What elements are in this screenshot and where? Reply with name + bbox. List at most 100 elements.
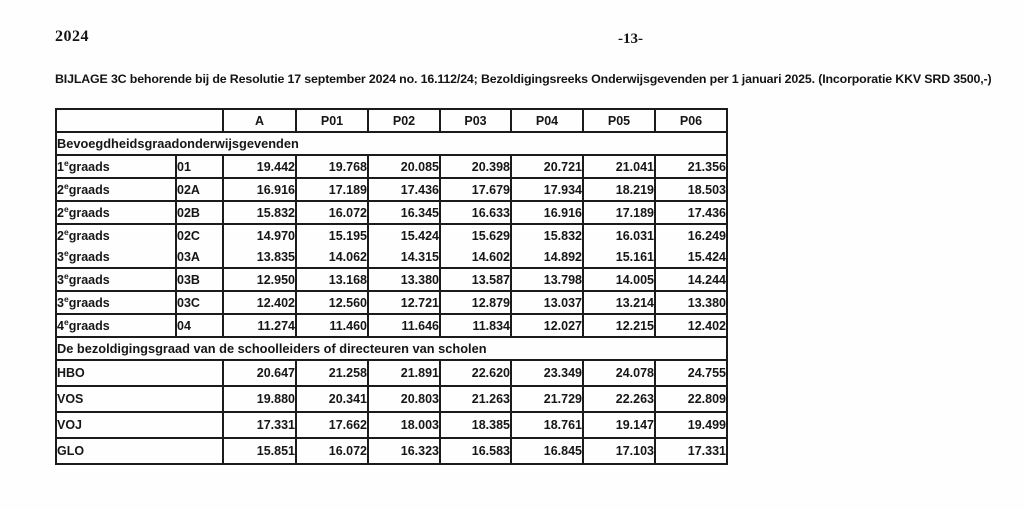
- school-level-label: VOJ: [55, 411, 224, 439]
- cell-value: 17.189: [582, 200, 656, 225]
- cell-value: 13.835: [222, 246, 297, 269]
- cell-value: 18.219: [582, 177, 656, 202]
- cell-value: 15.832: [510, 223, 584, 246]
- cell-value: 21.263: [439, 385, 512, 413]
- cell-value: 15.629: [439, 223, 512, 246]
- cell-value: 14.970: [222, 223, 297, 246]
- cell-value: 14.062: [295, 246, 369, 269]
- table-row: 2egraads 02B 15.832 16.072 16.345 16.633 16.91…: [55, 200, 728, 225]
- cell-value: 20.085: [367, 154, 441, 179]
- cell-value: 19.499: [654, 411, 728, 439]
- cell-value: 16.031: [582, 223, 656, 246]
- grade-label: 3egraads: [55, 246, 177, 269]
- cell-value: 16.583: [439, 437, 512, 465]
- cell-value: 19.768: [295, 154, 369, 179]
- cell-value: 22.263: [582, 385, 656, 413]
- table-row: VOJ 17.331 17.662 18.003 18.385 18.761 19.147 1…: [55, 411, 728, 439]
- grade-code: 03B: [175, 267, 224, 292]
- grade-code: 04: [175, 313, 224, 338]
- cell-value: 14.005: [582, 267, 656, 292]
- grade-label: 2egraads: [55, 200, 177, 225]
- cell-value: 11.460: [295, 313, 369, 338]
- cell-value: 13.798: [510, 267, 584, 292]
- cell-value: 15.851: [222, 437, 297, 465]
- header-spacer: [55, 108, 224, 133]
- cell-value: 12.879: [439, 290, 512, 315]
- cell-value: 18.761: [510, 411, 584, 439]
- cell-value: 14.315: [367, 246, 441, 269]
- cell-value: 16.845: [510, 437, 584, 465]
- cell-value: 13.214: [582, 290, 656, 315]
- cell-value: 12.402: [654, 313, 728, 338]
- cell-value: 15.424: [654, 246, 728, 269]
- cell-value: 16.345: [367, 200, 441, 225]
- cell-value: 24.078: [582, 359, 656, 387]
- section2-header-row: De bezoldigingsgraad van de schoolleider…: [55, 336, 728, 361]
- cell-value: 20.341: [295, 385, 369, 413]
- grade-label: 2egraads: [55, 223, 177, 246]
- cell-value: 11.274: [222, 313, 297, 338]
- cell-value: 23.349: [510, 359, 584, 387]
- cell-value: 12.560: [295, 290, 369, 315]
- section2-header: De bezoldigingsgraad van de schoolleider…: [55, 336, 728, 361]
- cell-value: 17.436: [654, 200, 728, 225]
- cell-value: 19.147: [582, 411, 656, 439]
- cell-value: 18.003: [367, 411, 441, 439]
- table-row: 3egraads 03B 12.950 13.168 13.380 13.587 13.79…: [55, 267, 728, 292]
- cell-value: 11.646: [367, 313, 441, 338]
- cell-value: 16.249: [654, 223, 728, 246]
- grade-label: 4egraads: [55, 313, 177, 338]
- cell-value: 16.633: [439, 200, 512, 225]
- cell-value: 17.934: [510, 177, 584, 202]
- cell-value: 21.891: [367, 359, 441, 387]
- cell-value: 16.323: [367, 437, 441, 465]
- cell-value: 21.258: [295, 359, 369, 387]
- cell-value: 17.662: [295, 411, 369, 439]
- grade-label: 3egraads: [55, 267, 177, 292]
- cell-value: 22.620: [439, 359, 512, 387]
- cell-value: 21.041: [582, 154, 656, 179]
- table-row: VOS 19.880 20.341 20.803 21.263 21.729 22.263 2…: [55, 385, 728, 413]
- grade-code: 03C: [175, 290, 224, 315]
- cell-value: 17.679: [439, 177, 512, 202]
- cell-value: 11.834: [439, 313, 512, 338]
- cell-value: 17.189: [295, 177, 369, 202]
- cell-value: 17.103: [582, 437, 656, 465]
- table-row: 2egraads 02C 14.970 15.195 15.424 15.629 15.83…: [55, 223, 728, 246]
- cell-value: 19.880: [222, 385, 297, 413]
- cell-value: 17.331: [222, 411, 297, 439]
- salary-table-wrapper: A P01 P02 P03 P04 P05 P06 Bevoegdheidsgraadonde…: [55, 108, 728, 465]
- grade-code: 01: [175, 154, 224, 179]
- school-level-label: HBO: [55, 359, 224, 387]
- cell-value: 13.380: [367, 267, 441, 292]
- document-title: BIJLAGE 3C behorende bij de Resolutie 17…: [55, 72, 992, 86]
- cell-value: 13.587: [439, 267, 512, 292]
- grade-code: 02B: [175, 200, 224, 225]
- cell-value: 16.916: [222, 177, 297, 202]
- col-header-A: A: [222, 108, 297, 133]
- school-level-label: VOS: [55, 385, 224, 413]
- table-row: 1egraads 01 19.442 19.768 20.085 20.398 20.721…: [55, 154, 728, 179]
- cell-value: 12.402: [222, 290, 297, 315]
- cell-value: 13.168: [295, 267, 369, 292]
- col-header-P06: P06: [654, 108, 728, 133]
- cell-value: 15.195: [295, 223, 369, 246]
- cell-value: 16.072: [295, 437, 369, 465]
- cell-value: 16.072: [295, 200, 369, 225]
- table-header-row: A P01 P02 P03 P04 P05 P06: [55, 108, 728, 133]
- page-number: -13-: [618, 31, 643, 47]
- cell-value: 14.892: [510, 246, 584, 269]
- salary-table: A P01 P02 P03 P04 P05 P06 Bevoegdheidsgraadonde…: [55, 108, 728, 465]
- cell-value: 15.424: [367, 223, 441, 246]
- cell-value: 15.832: [222, 200, 297, 225]
- school-level-label: GLO: [55, 437, 224, 465]
- grade-code: 02A: [175, 177, 224, 202]
- cell-value: 21.729: [510, 385, 584, 413]
- table-row: 4egraads 04 11.274 11.460 11.646 11.834 12.027…: [55, 313, 728, 338]
- col-header-P03: P03: [439, 108, 512, 133]
- cell-value: 12.027: [510, 313, 584, 338]
- cell-value: 18.503: [654, 177, 728, 202]
- cell-value: 14.602: [439, 246, 512, 269]
- table-row: 2egraads 02A 16.916 17.189 17.436 17.679 17.93…: [55, 177, 728, 202]
